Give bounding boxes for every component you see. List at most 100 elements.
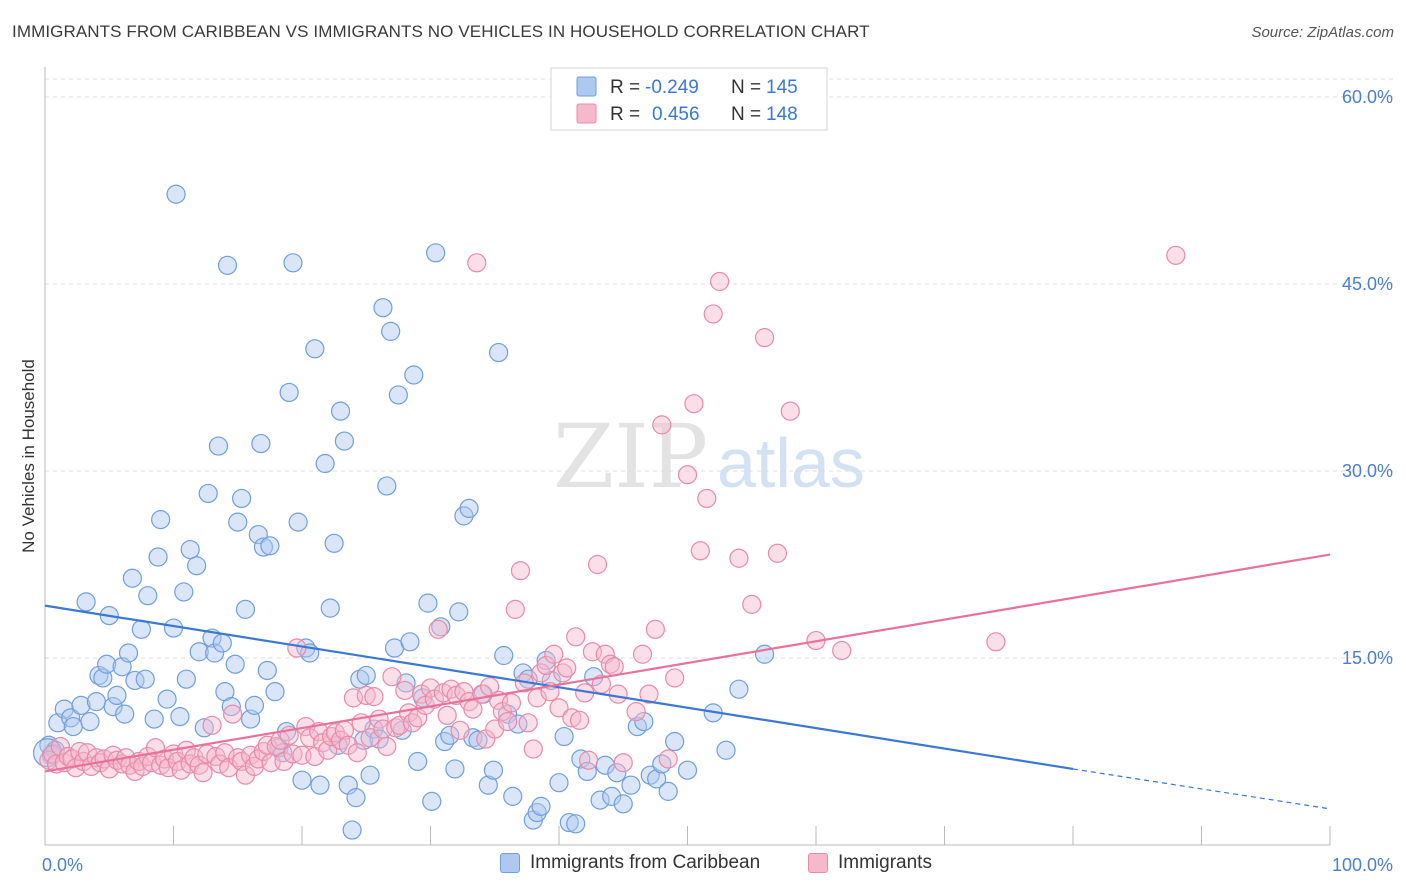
data-point: [71, 695, 91, 715]
trend-line-immigrants: [44, 553, 1331, 773]
data-point: [459, 498, 479, 518]
chart-title: IMMIGRANTS FROM CARIBBEAN VS IMMIGRANTS …: [12, 22, 870, 41]
data-point: [342, 820, 362, 840]
data-point: [536, 650, 556, 671]
data-point: [652, 415, 672, 435]
data-point: [435, 731, 455, 752]
data-point: [621, 775, 641, 795]
data-point: [627, 716, 647, 737]
data-point: [422, 791, 442, 811]
tick-labels: 15.0% 30.0% 45.0% 60.0% 0.0% 100.0%: [42, 87, 1393, 875]
data-point: [729, 679, 749, 699]
data-point: [135, 669, 155, 689]
data-point: [107, 685, 127, 706]
data-point: [205, 643, 225, 663]
data-point: [80, 711, 100, 732]
x-tick-label: 0.0%: [42, 855, 83, 875]
data-point: [115, 704, 135, 724]
data-point: [505, 599, 525, 619]
data-point: [426, 243, 446, 263]
data-point: [283, 253, 303, 273]
data-point: [404, 365, 424, 385]
legend-swatch-blue: [576, 76, 597, 97]
data-point: [703, 304, 723, 324]
data-point: [608, 684, 628, 704]
data-point: [232, 488, 252, 509]
data-point: [221, 697, 241, 717]
x-tick-label: 100.0%: [1332, 855, 1393, 875]
legend-n-label-1: N =: [731, 77, 761, 98]
data-point: [215, 743, 235, 763]
data-point: [677, 465, 698, 485]
data-point: [377, 476, 397, 496]
data-point: [634, 711, 654, 732]
data-point: [180, 539, 200, 560]
data-point: [445, 759, 465, 779]
data-point: [151, 510, 171, 530]
data-point: [265, 682, 285, 702]
data-point: [334, 431, 355, 451]
data-point: [647, 769, 667, 789]
data-point: [602, 786, 622, 806]
data-point: [489, 342, 509, 363]
data-point: [225, 654, 245, 674]
data-point: [287, 638, 307, 658]
data-point: [373, 298, 393, 318]
data-point: [684, 394, 704, 414]
data-point: [187, 556, 207, 576]
data-point: [86, 692, 107, 712]
legend-label-immigrants: Immigrants: [838, 852, 932, 873]
data-point: [652, 754, 672, 774]
data-point: [1166, 245, 1186, 265]
data-point: [494, 645, 514, 666]
data-point: [986, 632, 1006, 652]
data-point: [305, 339, 325, 359]
legend-label-caribbean: Immigrants from Caribbean: [530, 852, 761, 873]
data-point: [604, 657, 624, 677]
data-point: [716, 740, 736, 760]
data-point: [260, 536, 280, 556]
trend-line-caribbean: [44, 604, 1074, 771]
data-point: [498, 704, 518, 724]
data-point: [125, 670, 145, 691]
data-point: [518, 713, 538, 733]
watermark-zip: ZIP: [553, 405, 708, 508]
watermark-atlas: atlas: [717, 424, 865, 502]
data-point: [70, 741, 90, 762]
data-point: [645, 619, 665, 639]
data-point: [248, 524, 268, 545]
trend-line-caribbean-extension: [1072, 768, 1331, 810]
data-point: [478, 775, 498, 795]
data-point: [381, 321, 401, 341]
data-point: [279, 382, 299, 403]
data-point: [396, 673, 416, 693]
data-point: [194, 718, 214, 738]
data-point: [832, 640, 852, 661]
data-point: [208, 436, 229, 456]
data-point: [420, 678, 441, 698]
data-point: [431, 617, 451, 637]
trend-lines: [44, 553, 1331, 810]
y-tick-label: 60.0%: [1342, 87, 1393, 107]
data-point: [607, 763, 627, 783]
data-point: [554, 726, 574, 747]
data-point: [536, 655, 556, 676]
y-tick-label: 15.0%: [1342, 648, 1393, 668]
data-point: [549, 773, 569, 793]
legend-swatch-immigrants: [808, 853, 828, 873]
legend-n-value-2: 148: [766, 104, 798, 125]
data-point: [157, 689, 177, 709]
data-point: [562, 708, 582, 728]
y-tick-label: 45.0%: [1342, 274, 1393, 294]
data-point: [531, 796, 551, 816]
data-point: [587, 554, 608, 575]
data-point: [632, 644, 653, 664]
data-point: [138, 586, 158, 606]
data-point: [566, 814, 586, 834]
data-point: [76, 592, 96, 612]
data-point: [347, 743, 367, 763]
legend-swatch-caribbean: [500, 853, 520, 873]
data-point: [450, 720, 470, 740]
data-point: [356, 665, 376, 686]
